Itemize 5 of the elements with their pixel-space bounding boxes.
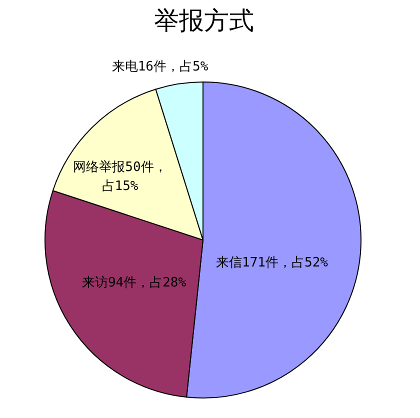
slice-label: 来访94件，占28% [82,274,186,290]
chart-title: 举报方式 [154,7,254,35]
slice-label: 来电16件，占5% [112,60,208,74]
slice-label: 来信171件，占52% [216,256,328,270]
slice-label: 网络举报50件，占15% [73,160,167,194]
